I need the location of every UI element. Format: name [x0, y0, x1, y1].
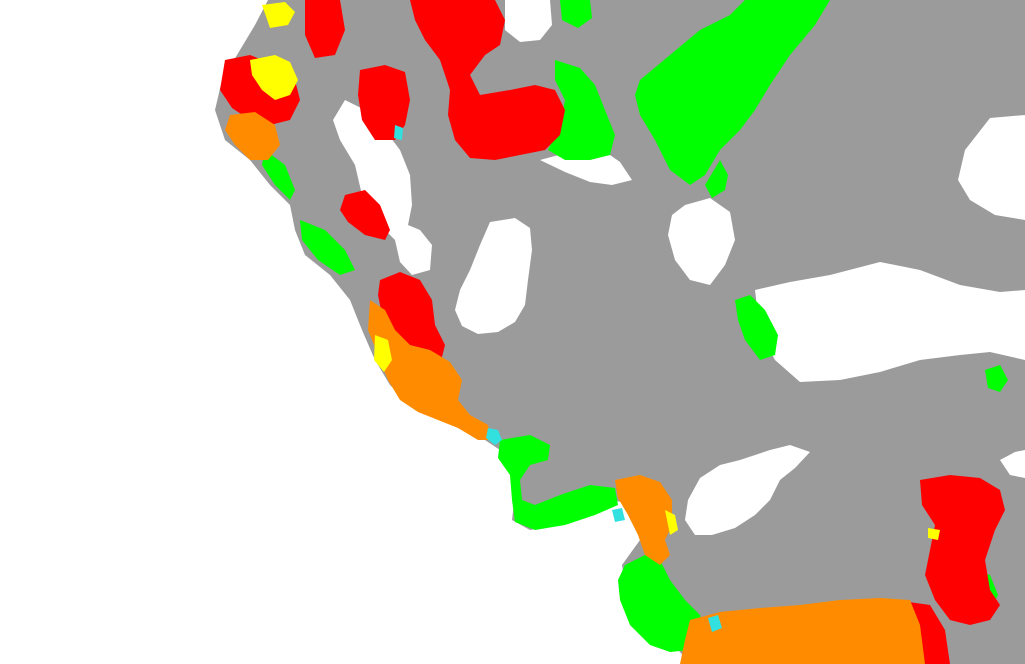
region-class-cyan: [394, 125, 722, 632]
region-red-southeast: [920, 475, 1005, 625]
region-yellow-coast: [374, 335, 392, 372]
region-yellow-northwest-2: [262, 2, 295, 28]
region-orange-coast-south: [368, 300, 492, 440]
region-yellow-isthmus: [665, 510, 678, 535]
region-cyan-south: [708, 615, 722, 632]
region-orange-northwest: [225, 112, 280, 160]
region-green-coast-1: [300, 220, 355, 275]
inland-water: [333, 0, 1025, 535]
main-continent: [215, 0, 1025, 664]
region-yellow-southeast: [928, 528, 940, 540]
region-green-coast-2: [262, 150, 295, 200]
region-green-top: [560, 0, 592, 28]
region-green-channel: [705, 160, 728, 198]
region-green-south: [618, 555, 705, 652]
region-cyan-coast-2: [394, 125, 403, 140]
region-red-coast: [378, 272, 445, 370]
region-red-north-1: [410, 0, 565, 160]
region-green-east-strip: [735, 295, 778, 360]
lake-center: [455, 218, 532, 334]
lake-north: [505, 0, 552, 42]
land-mass: [215, 0, 1025, 664]
region-class-yellow: [250, 2, 940, 540]
region-red-mid: [340, 190, 390, 240]
lake-east-edge: [1000, 450, 1025, 478]
region-yellow-northwest: [250, 55, 298, 100]
region-green-isthmus: [498, 435, 618, 530]
long-lake: [333, 100, 432, 275]
region-orange-south: [680, 598, 925, 664]
region-cyan-isthmus: [612, 508, 625, 522]
region-green-northeast: [635, 0, 830, 185]
region-class-orange: [225, 112, 925, 664]
gulf-south: [685, 445, 810, 535]
region-red-top: [305, 0, 345, 58]
region-green-mid: [548, 60, 615, 160]
region-red-north-2: [358, 65, 410, 140]
region-cyan-coast-1: [486, 428, 502, 445]
lake-far-east: [958, 115, 1025, 220]
region-green-east-edge: [985, 365, 1008, 392]
lake-east-center: [668, 198, 735, 285]
inland-sea: [755, 262, 1025, 382]
region-orange-isthmus: [615, 475, 672, 565]
